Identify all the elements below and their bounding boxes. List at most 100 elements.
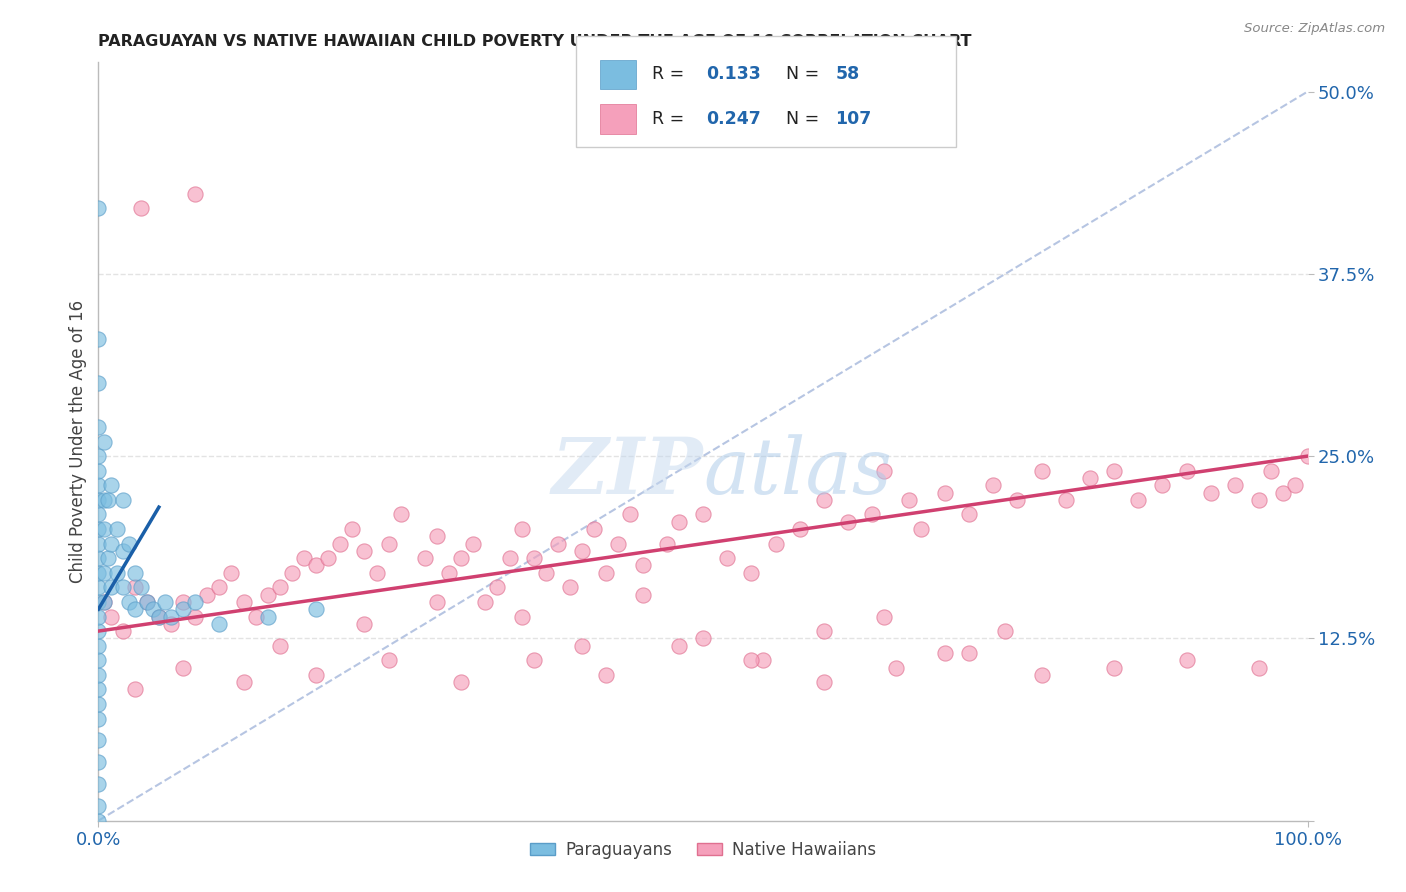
- Point: [510, 609, 533, 624]
- Point: [981, 478, 1004, 492]
- Point: [789, 522, 811, 536]
- Point: [1249, 660, 1271, 674]
- Point: [886, 660, 908, 674]
- Point: [172, 602, 194, 616]
- Point: [305, 668, 328, 682]
- Point: [305, 558, 328, 573]
- Point: [87, 756, 110, 770]
- Point: [256, 588, 278, 602]
- Point: [153, 595, 176, 609]
- Point: [195, 588, 218, 602]
- Point: [160, 616, 183, 631]
- Point: [93, 595, 115, 609]
- Point: [87, 464, 110, 478]
- Point: [87, 201, 110, 215]
- Point: [87, 777, 110, 791]
- Point: [897, 492, 920, 507]
- Point: [450, 675, 472, 690]
- Point: [692, 508, 714, 522]
- Point: [873, 609, 896, 624]
- Point: [1152, 478, 1174, 492]
- Point: [1031, 464, 1053, 478]
- Point: [87, 697, 110, 711]
- Point: [232, 595, 254, 609]
- Point: [208, 616, 231, 631]
- Point: [256, 609, 278, 624]
- Point: [486, 580, 509, 594]
- Point: [93, 434, 115, 449]
- Point: [668, 515, 690, 529]
- Point: [87, 522, 110, 536]
- Point: [87, 551, 110, 566]
- Point: [450, 551, 472, 566]
- Point: [172, 595, 194, 609]
- Text: Source: ZipAtlas.com: Source: ZipAtlas.com: [1244, 22, 1385, 36]
- Point: [105, 566, 128, 580]
- Point: [1284, 478, 1306, 492]
- Text: 58: 58: [835, 65, 859, 84]
- Point: [87, 536, 110, 550]
- Point: [93, 492, 115, 507]
- Point: [111, 544, 134, 558]
- Point: [87, 682, 110, 697]
- Point: [87, 799, 110, 814]
- Point: [934, 646, 956, 660]
- Point: [860, 508, 883, 522]
- Point: [910, 522, 932, 536]
- Text: R =: R =: [652, 110, 690, 128]
- Point: [87, 609, 110, 624]
- Point: [111, 492, 134, 507]
- Point: [142, 602, 165, 616]
- Point: [329, 536, 352, 550]
- Point: [1175, 464, 1198, 478]
- Text: 0.247: 0.247: [706, 110, 761, 128]
- Point: [87, 376, 110, 391]
- Point: [208, 580, 231, 594]
- Point: [740, 566, 762, 580]
- Point: [160, 609, 183, 624]
- Point: [87, 595, 110, 609]
- Point: [184, 186, 207, 201]
- Point: [87, 449, 110, 463]
- Point: [100, 580, 122, 594]
- Point: [1223, 478, 1246, 492]
- Point: [1102, 464, 1125, 478]
- Point: [571, 544, 593, 558]
- Point: [87, 624, 110, 639]
- Point: [124, 602, 146, 616]
- Point: [87, 492, 110, 507]
- Point: [172, 660, 194, 674]
- Point: [631, 588, 654, 602]
- Point: [100, 609, 122, 624]
- Point: [957, 508, 980, 522]
- Point: [269, 639, 291, 653]
- Point: [655, 536, 678, 550]
- Point: [752, 653, 775, 667]
- Point: [547, 536, 569, 550]
- Point: [269, 580, 291, 594]
- Point: [1102, 660, 1125, 674]
- Point: [631, 558, 654, 573]
- Point: [87, 814, 110, 828]
- Point: [87, 333, 110, 347]
- Point: [619, 508, 641, 522]
- Legend: Paraguayans, Native Hawaiians: Paraguayans, Native Hawaiians: [523, 834, 883, 865]
- Point: [740, 653, 762, 667]
- Point: [87, 712, 110, 726]
- Point: [583, 522, 606, 536]
- Point: [135, 595, 157, 609]
- Point: [571, 639, 593, 653]
- Point: [716, 551, 738, 566]
- Point: [523, 551, 546, 566]
- Point: [111, 624, 134, 639]
- Point: [1175, 653, 1198, 667]
- Text: atlas: atlas: [703, 434, 891, 510]
- Point: [184, 609, 207, 624]
- Point: [837, 515, 859, 529]
- Point: [523, 653, 546, 667]
- Point: [232, 675, 254, 690]
- Text: 107: 107: [835, 110, 872, 128]
- Point: [87, 566, 110, 580]
- Point: [463, 536, 485, 550]
- Point: [87, 420, 110, 434]
